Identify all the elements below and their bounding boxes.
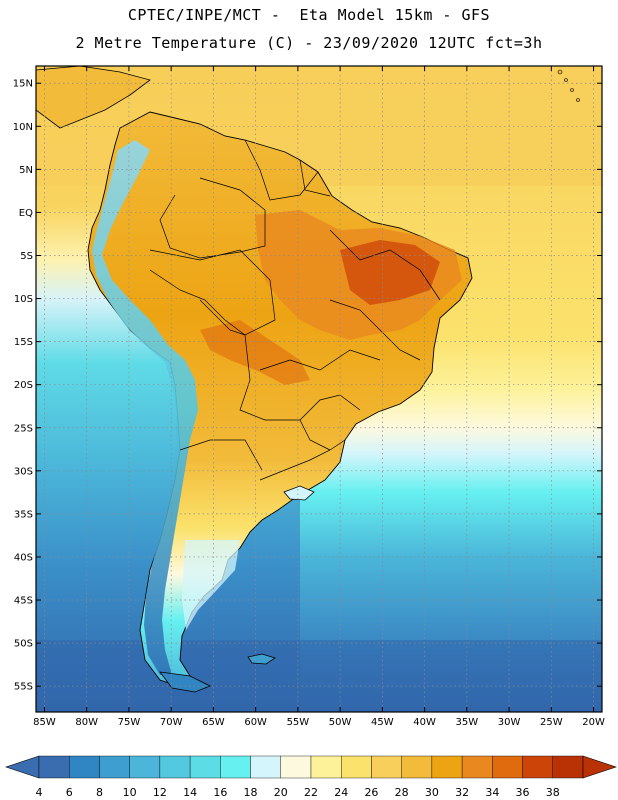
colorbar-swatch bbox=[159, 755, 191, 779]
lat-label: 50S bbox=[14, 639, 33, 650]
longitude-labels: 85W 80W 75W 70W 65W 60W 55W 50W 45W 40W 35W 30W 25W 2… bbox=[33, 717, 605, 728]
hot-zone-core bbox=[340, 240, 440, 305]
colorbar-label: 24 bbox=[334, 786, 348, 799]
colorbar-swatch bbox=[401, 755, 433, 779]
colorbar-label: 16 bbox=[213, 786, 227, 799]
central-america bbox=[36, 66, 151, 129]
colorbar-swatch bbox=[492, 755, 523, 779]
colorbar-swatch bbox=[431, 755, 463, 779]
lat-label: 5S bbox=[20, 251, 33, 262]
colorbar-swatch bbox=[552, 755, 584, 779]
colorbar: 4 6 8 10 12 14 16 18 20 22 24 26 28 30 32 34 36 38 bbox=[5, 755, 617, 799]
lat-label: 55S bbox=[14, 682, 33, 693]
colorbar-swatch bbox=[99, 755, 130, 779]
colorbar-swatch bbox=[220, 755, 251, 779]
colorbar-swatch bbox=[129, 755, 161, 779]
lon-label: 60W bbox=[244, 717, 267, 728]
country-borders bbox=[149, 139, 441, 481]
colorbar-swatch bbox=[69, 755, 100, 779]
patagonia-cool-zone bbox=[182, 540, 240, 630]
andes-cold-strip bbox=[92, 140, 198, 675]
colorbar-label: 28 bbox=[395, 786, 409, 799]
colorbar-label: 8 bbox=[96, 786, 103, 799]
lon-label: 40W bbox=[413, 717, 436, 728]
lon-label: 75W bbox=[118, 717, 141, 728]
colorbar-label: 22 bbox=[304, 786, 318, 799]
map-frame bbox=[35, 65, 603, 713]
lat-label: 30S bbox=[14, 466, 33, 477]
lon-label: 35W bbox=[456, 717, 479, 728]
lat-label: 20S bbox=[14, 380, 33, 391]
lat-label: EQ bbox=[19, 208, 33, 219]
lat-label: 35S bbox=[14, 509, 33, 520]
lat-label: 15S bbox=[14, 337, 33, 348]
lon-label: 50W bbox=[329, 717, 352, 728]
hot-zone-central-west bbox=[200, 320, 310, 385]
colorbar-label: 4 bbox=[36, 786, 43, 799]
colorbar-swatch bbox=[341, 755, 372, 779]
colorbar-label: 38 bbox=[546, 786, 560, 799]
colorbar-swatch bbox=[522, 755, 553, 779]
colorbar-label: 18 bbox=[244, 786, 258, 799]
map-title-line-2: 2 Metre Temperature (C) - 23/09/2020 12U… bbox=[75, 34, 543, 52]
map-title-line-1: CPTEC/INPE/MCT - Eta Model 15km - GFS bbox=[127, 6, 491, 24]
lon-label: 25W bbox=[540, 717, 563, 728]
colorbar-swatch bbox=[250, 755, 281, 779]
lat-label: 10N bbox=[13, 122, 33, 133]
colorbar-label: 30 bbox=[425, 786, 439, 799]
colorbar-label: 6 bbox=[66, 786, 73, 799]
lat-label: 15N bbox=[13, 79, 33, 90]
lat-label: 25S bbox=[14, 423, 33, 434]
colorbar-label: 36 bbox=[516, 786, 530, 799]
lat-label: 40S bbox=[14, 552, 33, 563]
axis-ticks bbox=[36, 66, 602, 712]
lat-label: 10S bbox=[14, 294, 33, 305]
colorbar-label: 34 bbox=[485, 786, 499, 799]
lon-label: 30W bbox=[498, 717, 521, 728]
lat-label: 45S bbox=[14, 596, 33, 607]
colorbar-swatch bbox=[310, 755, 342, 779]
lon-label: 20W bbox=[582, 717, 605, 728]
colorbar-swatch bbox=[461, 755, 493, 779]
lon-label: 85W bbox=[33, 717, 56, 728]
falkland-islands bbox=[247, 653, 276, 665]
lon-label: 65W bbox=[202, 717, 225, 728]
colorbar-swatch bbox=[38, 755, 70, 779]
colorbar-label: 20 bbox=[274, 786, 288, 799]
lon-label: 70W bbox=[160, 717, 183, 728]
colorbar-arrow-high bbox=[582, 755, 617, 779]
colorbar-label: 26 bbox=[364, 786, 378, 799]
colorbar-arrow-low bbox=[5, 755, 40, 779]
southern-ocean-cold-band bbox=[36, 640, 602, 712]
latitude-labels: 15N 10N 5N EQ 5S 10S 15S 20S 25S 30S 35S 40S 45S 50S 5… bbox=[13, 79, 33, 693]
colorbar-swatch bbox=[371, 755, 402, 779]
lon-label: 80W bbox=[75, 717, 98, 728]
caribbean-islands bbox=[557, 69, 580, 102]
lat-label: 5N bbox=[19, 165, 33, 176]
colorbar-label: 10 bbox=[123, 786, 137, 799]
rio-de-la-plata bbox=[283, 485, 315, 501]
colorbar-swatch bbox=[189, 755, 221, 779]
colorbar-label: 32 bbox=[455, 786, 469, 799]
lon-label: 55W bbox=[287, 717, 310, 728]
lon-label: 45W bbox=[371, 717, 394, 728]
colorbar-label: 14 bbox=[183, 786, 197, 799]
colorbar-swatch bbox=[280, 755, 312, 779]
colorbar-label: 12 bbox=[153, 786, 167, 799]
tierra-del-fuego bbox=[159, 671, 211, 693]
map-field bbox=[36, 66, 602, 712]
